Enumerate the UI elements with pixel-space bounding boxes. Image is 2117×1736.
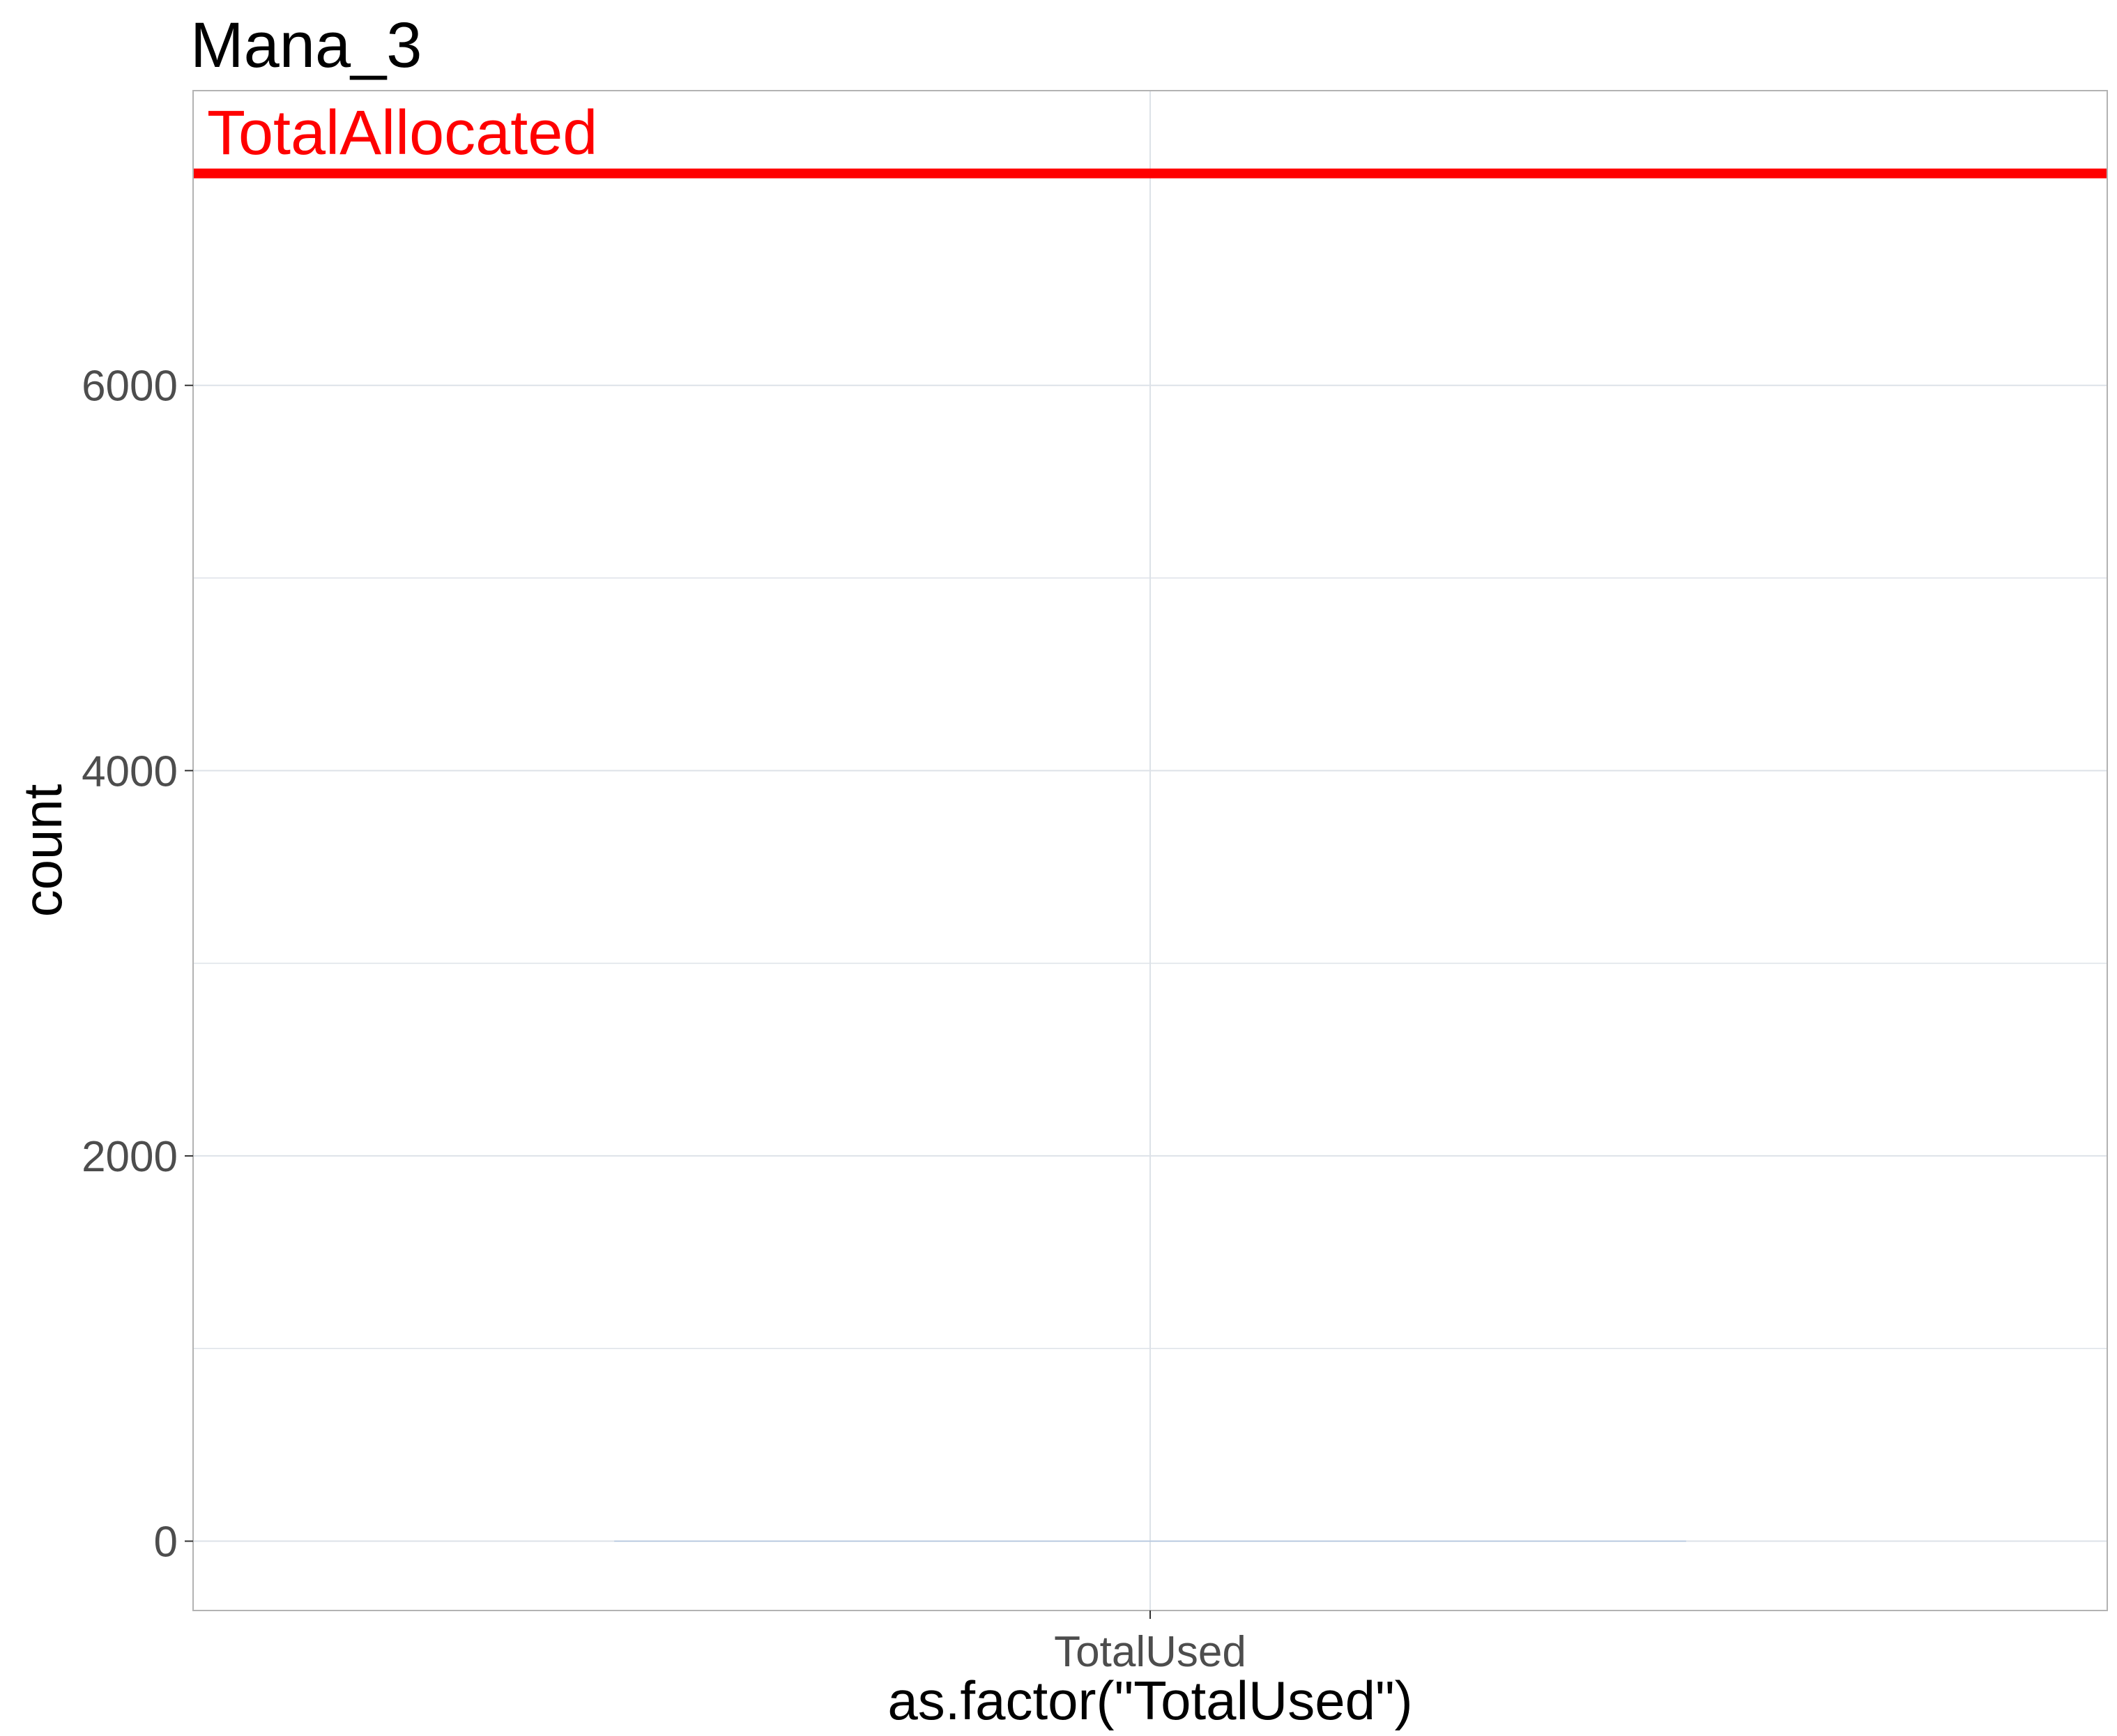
y-axis-ticks: 0 2000 4000 6000 xyxy=(82,363,193,1567)
x-axis-ticks: TotalUsed xyxy=(1054,1611,1246,1676)
y-tick-label: 6000 xyxy=(82,363,178,411)
chart-title: Mana_3 xyxy=(190,10,422,81)
y-axis-title: count xyxy=(12,784,73,917)
y-tick-label: 4000 xyxy=(82,747,178,795)
y-tick-label: 2000 xyxy=(82,1133,178,1181)
y-tick-label: 0 xyxy=(154,1518,178,1567)
bar xyxy=(614,1540,1686,1542)
reference-line-label: TotalAllocated xyxy=(207,98,597,168)
x-axis-title: as.factor("TotalUsed") xyxy=(887,1670,1412,1731)
x-tick-label: TotalUsed xyxy=(1054,1628,1246,1676)
reference-line-group: TotalAllocated xyxy=(193,98,2107,178)
bars xyxy=(614,1540,1686,1542)
